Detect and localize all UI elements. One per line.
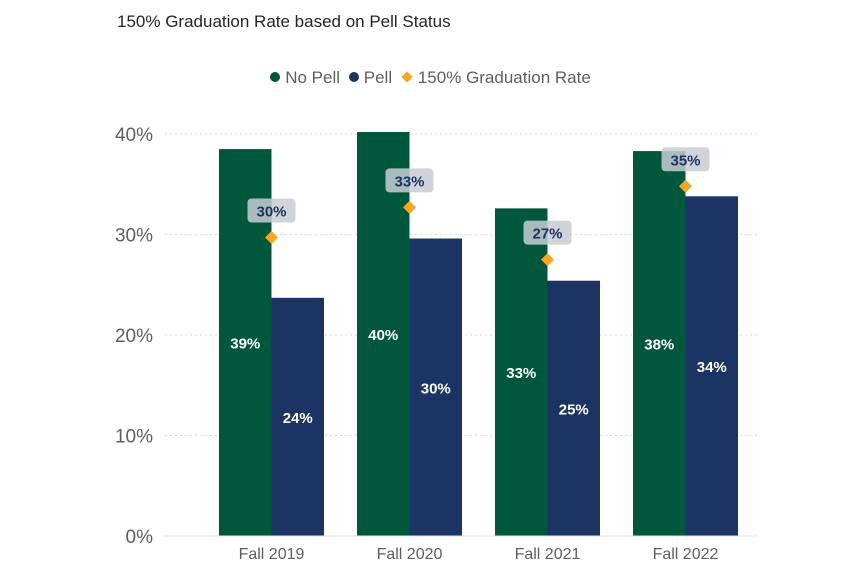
bar[interactable] bbox=[685, 196, 739, 536]
bar-data-label: 33% bbox=[506, 365, 536, 382]
legend-label-graduation-rate: 150% Graduation Rate bbox=[417, 68, 591, 87]
bar[interactable] bbox=[409, 238, 463, 536]
y-tick-label: 40% bbox=[115, 125, 153, 146]
bar[interactable] bbox=[547, 280, 601, 536]
rate-label-background bbox=[385, 168, 434, 193]
rate-marker[interactable] bbox=[265, 231, 278, 245]
bar-data-label: 38% bbox=[644, 337, 674, 354]
legend-label-pell: Pell bbox=[363, 68, 393, 87]
legend-item-graduation-rate[interactable]: 150% Graduation Rate bbox=[401, 68, 591, 88]
rate-label-background bbox=[247, 198, 296, 223]
bar[interactable] bbox=[271, 297, 325, 536]
y-tick-label: 20% bbox=[115, 326, 153, 347]
x-tick-label: Fall 2022 bbox=[653, 546, 719, 563]
bar[interactable] bbox=[633, 151, 686, 536]
legend-marker-pell bbox=[348, 72, 359, 82]
x-tick-label: Fall 2021 bbox=[515, 546, 581, 563]
bar[interactable] bbox=[495, 208, 548, 536]
legend-item-pell[interactable]: Pell bbox=[348, 68, 393, 88]
rate-label-background bbox=[661, 147, 710, 172]
rate-data-label: 33% bbox=[394, 173, 424, 190]
legend-label-no-pell: No Pell bbox=[285, 68, 341, 87]
y-tick-label: 0% bbox=[126, 527, 154, 548]
bar-data-label: 30% bbox=[421, 380, 451, 397]
bar[interactable] bbox=[357, 131, 410, 537]
bar-data-label: 24% bbox=[283, 410, 313, 427]
legend-item-no-pell[interactable]: No Pell bbox=[270, 68, 340, 88]
x-tick-label: Fall 2020 bbox=[377, 546, 443, 563]
bar-data-label: 34% bbox=[697, 359, 727, 376]
rate-marker[interactable] bbox=[541, 253, 554, 267]
bar-data-label: 25% bbox=[559, 401, 589, 418]
y-tick-label: 10% bbox=[115, 427, 153, 448]
rate-data-label: 27% bbox=[532, 226, 562, 243]
bar-data-label: 39% bbox=[230, 336, 260, 353]
legend: No Pell Pell 150% Graduation Rate bbox=[0, 68, 861, 88]
rate-label-background bbox=[523, 220, 572, 245]
rate-data-label: 35% bbox=[670, 152, 700, 169]
rate-marker[interactable] bbox=[403, 200, 416, 214]
x-tick-label: Fall 2019 bbox=[239, 546, 305, 563]
bar-data-label: 40% bbox=[368, 327, 398, 344]
rate-marker[interactable] bbox=[679, 179, 692, 193]
rate-data-label: 30% bbox=[256, 204, 286, 221]
y-tick-label: 30% bbox=[115, 226, 153, 247]
chart-title: 150% Graduation Rate based on Pell Statu… bbox=[117, 12, 451, 31]
legend-marker-no-pell bbox=[270, 72, 281, 82]
